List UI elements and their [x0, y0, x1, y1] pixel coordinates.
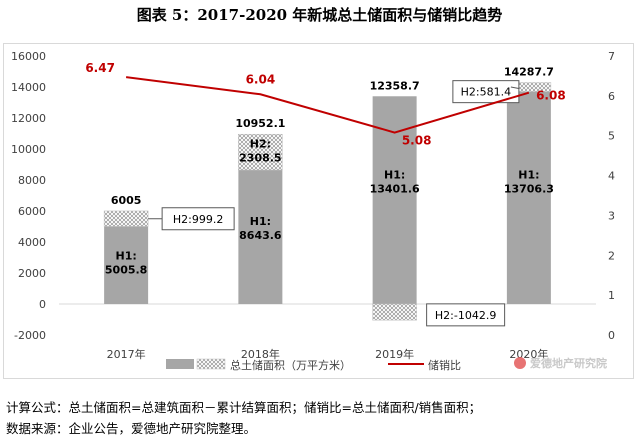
formula-note: 计算公式：总土储面积=总建筑面积－累计结算面积；储销比=总土储面积/销售面积； — [6, 400, 482, 415]
y-right-tick-label: 1 — [608, 289, 615, 302]
legend-label-bars: 总土储面积（万平方米） — [230, 358, 351, 372]
y-left-tick-label: 4000 — [18, 236, 46, 249]
watermark-logo-icon — [514, 357, 526, 369]
line-data-label: 6.04 — [246, 72, 276, 86]
y-left-tick-label: 12000 — [11, 112, 46, 125]
h2-data-label: H2:999.2 — [173, 213, 223, 226]
chart-title: 图表 5：2017-2020 年新城总土储面积与储销比趋势 — [136, 6, 503, 24]
y-right-tick-label: 3 — [608, 209, 615, 222]
line-data-label: 6.08 — [536, 89, 566, 103]
y-left-tick-label: 16000 — [11, 50, 46, 63]
sales-ratio-line — [125, 76, 530, 134]
y-right-tick-label: 7 — [608, 50, 615, 63]
total-data-label: 12358.7 — [370, 79, 420, 92]
y-left-tick-label: 8000 — [18, 174, 46, 187]
x-tick-label: 2017年 — [107, 347, 146, 361]
h2-data-label: H2:-1042.9 — [435, 309, 496, 322]
total-data-label: 14287.7 — [504, 66, 554, 79]
bar-h1 — [506, 91, 551, 304]
total-data-label: 10952.1 — [235, 117, 285, 130]
y-right-tick-label: 4 — [608, 170, 615, 183]
chart-svg: -200002000400060008000100001200014000160… — [11, 50, 615, 372]
h1-data-label: H1: 5005.8 — [105, 249, 147, 276]
y-right-tick-label: 2 — [608, 249, 615, 262]
line-data-label: 5.08 — [402, 134, 432, 148]
source-note: 数据来源：企业公告，爱德地产研究院整理。 — [6, 421, 257, 436]
legend-label-line: 储销比 — [428, 358, 461, 372]
x-tick-label: 2019年 — [375, 347, 414, 361]
y-left-tick-label: 6000 — [18, 205, 46, 218]
bar-h2 — [103, 210, 149, 227]
y-right-tick-label: 0 — [608, 329, 615, 342]
y-right-tick-label: 6 — [608, 90, 615, 103]
y-left-tick-label: -2000 — [14, 329, 46, 342]
y-right-tick-label: 5 — [608, 130, 615, 143]
bar-h1 — [104, 226, 149, 304]
h1-data-label: H1: 13706.3 — [504, 169, 554, 196]
bar-h2 — [372, 303, 417, 321]
legend-swatch-h1 — [166, 359, 194, 369]
h2-callout-box — [452, 80, 520, 104]
h2-callout-leader — [510, 86, 519, 90]
y-left-tick-label: 2000 — [18, 267, 46, 280]
total-data-label: 6005 — [111, 194, 142, 207]
y-left-tick-label: 14000 — [11, 81, 46, 94]
chart-area: -2000 0 2000 4000 6000 8000 10000 12000 14000 160… — [3, 43, 634, 379]
h2-data-label: H2: 2308.5 — [239, 137, 281, 164]
x-tick-label: 2018年 — [241, 347, 280, 361]
watermark-text: 爱德地产研究院 — [530, 356, 607, 370]
bar-h1 — [372, 96, 417, 304]
legend-swatch-h2 — [196, 358, 226, 370]
y-left-tick-label: 0 — [39, 298, 46, 311]
h1-data-label: H1: 13401.6 — [370, 169, 420, 196]
h1-data-label: H1: 8643.6 — [239, 215, 282, 242]
h2-data-label: H2:581.4 — [461, 86, 511, 99]
bar-h2 — [238, 133, 283, 171]
y-left-tick-label: 10000 — [11, 143, 46, 156]
bar-h1 — [238, 170, 283, 304]
h2-callout-box — [426, 303, 506, 327]
line-data-label: 6.47 — [85, 61, 115, 75]
